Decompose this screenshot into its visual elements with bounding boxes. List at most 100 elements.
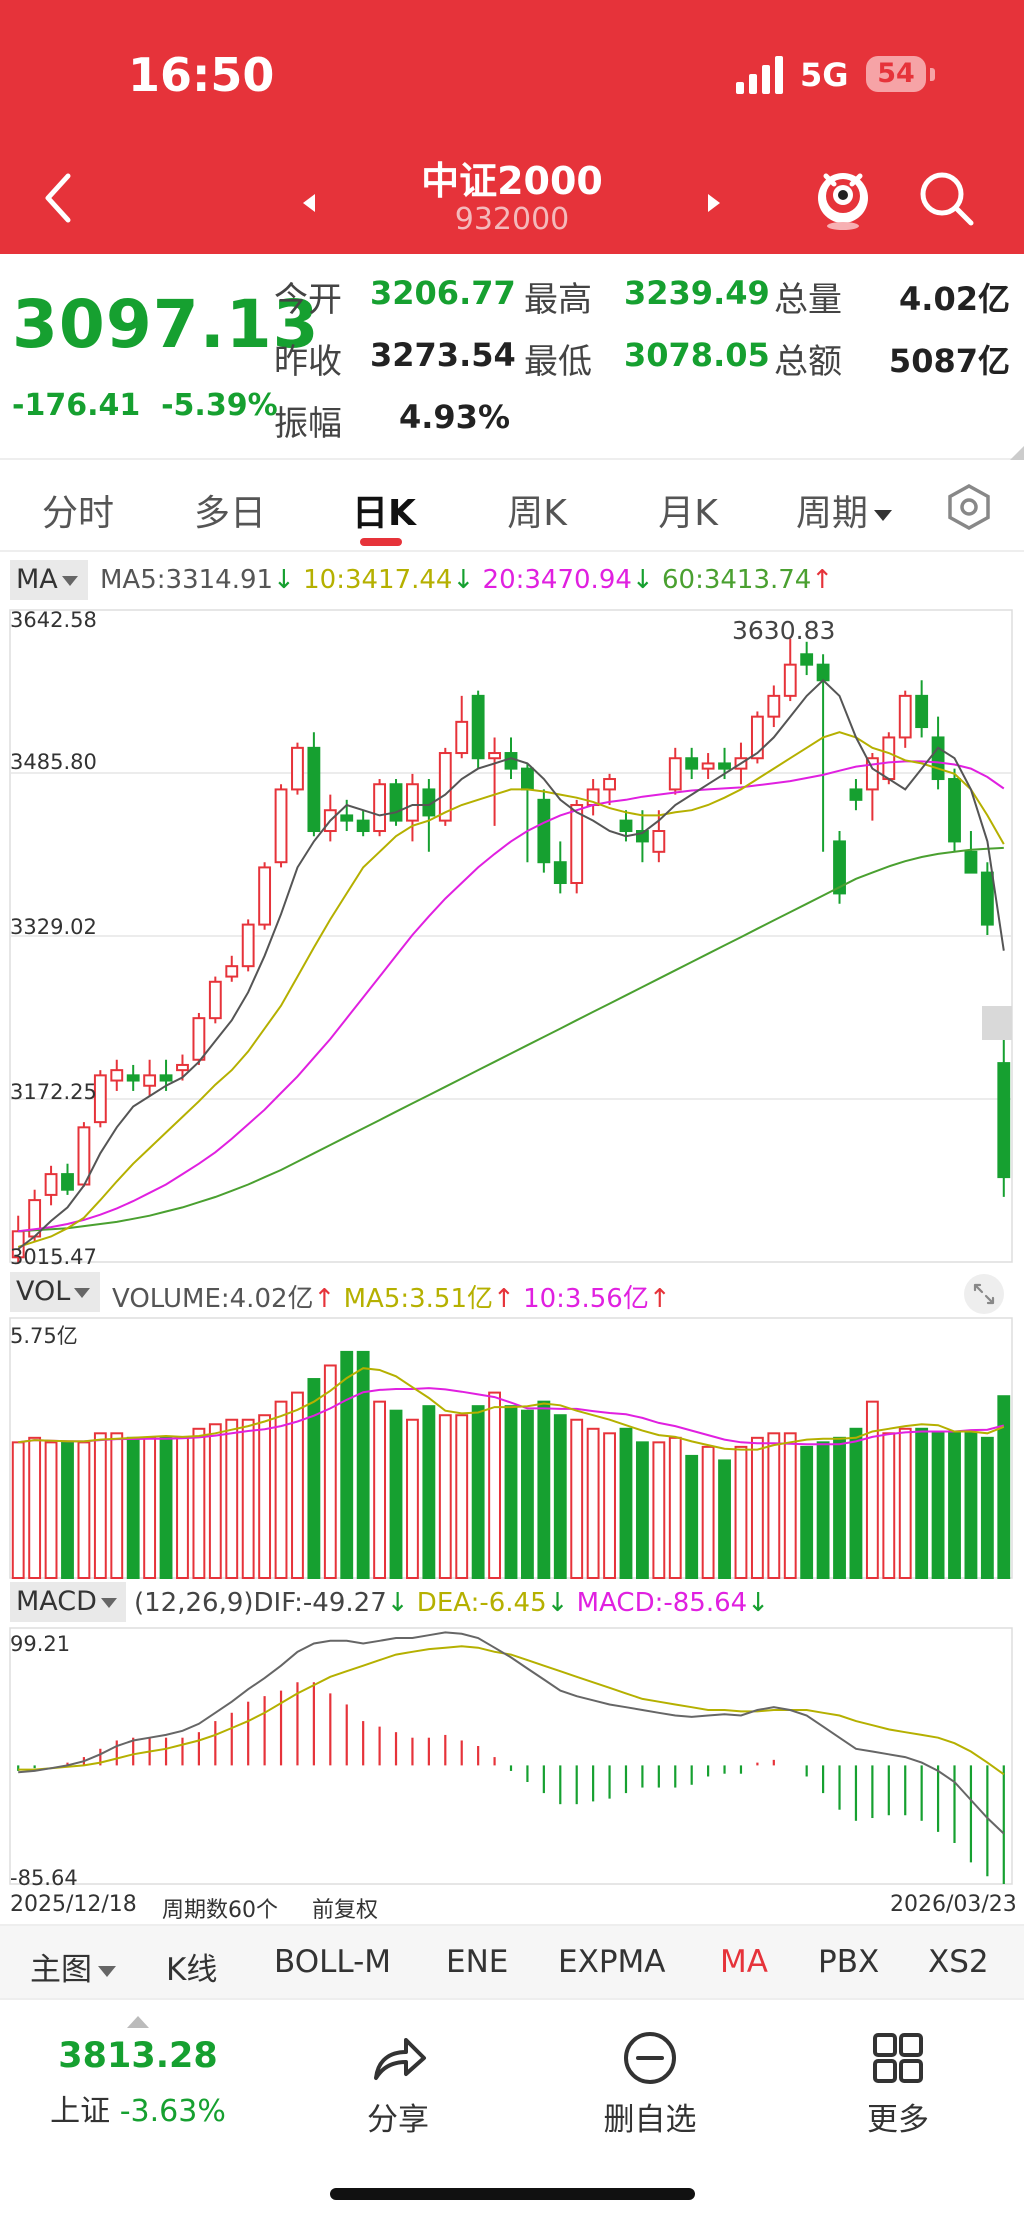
index-price[interactable]: 3813.28 [58, 2036, 218, 2076]
more-button[interactable]: 更多 [818, 2030, 978, 2139]
candle-body [274, 788, 288, 864]
tab-daily-k[interactable]: 日K [352, 493, 416, 534]
candle-body [93, 1074, 107, 1124]
candle-body [406, 783, 419, 822]
index-ticker[interactable]: 上证 -3.63% [0, 2086, 276, 2130]
indicator-xs2[interactable]: XS2 [928, 1944, 989, 1980]
candle-body [373, 783, 387, 833]
volume-bar [28, 1436, 42, 1579]
volume-bar [603, 1432, 616, 1579]
candle-body [225, 965, 239, 978]
volume-bar [504, 1405, 518, 1580]
candle-body [915, 694, 929, 729]
volume-bar [718, 1459, 731, 1580]
indicator-boll-m[interactable]: BOLL-M [274, 1944, 392, 1980]
mascot-icon[interactable] [812, 162, 874, 230]
indicator-expma[interactable]: EXPMA [558, 1944, 666, 1980]
candle-body [44, 1173, 58, 1196]
volume-bar [931, 1432, 945, 1579]
period-tabs: 分时 多日 日K 周K 月K 周期 [0, 460, 1024, 552]
volume-bar [521, 1409, 534, 1580]
open-label: 今开 [274, 280, 342, 320]
ma20-line [18, 760, 1005, 1233]
indicator-pbx[interactable]: PBX [818, 1944, 880, 1980]
indicator-main-label: 主图 [30, 1952, 92, 1988]
candle-body [553, 861, 567, 885]
volume-bar [816, 1441, 830, 1579]
search-icon[interactable] [916, 168, 976, 228]
tab-monthly-k[interactable]: 月K [658, 493, 718, 534]
share-button[interactable]: 分享 [318, 2030, 478, 2139]
price-tick-2: 3485.80 [10, 750, 97, 774]
volume-bar [586, 1427, 600, 1579]
volume-bar [258, 1414, 272, 1580]
indicator-ma[interactable]: MA [720, 1944, 768, 1980]
tab-multi-day[interactable]: 多日 [193, 493, 266, 534]
next-stock-arrow-icon[interactable] [708, 194, 720, 212]
volume-bar [274, 1400, 288, 1580]
network-label: 5G [800, 56, 849, 94]
candle-body [159, 1074, 173, 1082]
candle-body [635, 830, 649, 843]
volume-bar [915, 1427, 929, 1579]
current-price: 3097.13 [12, 286, 320, 363]
candle-body [668, 757, 682, 791]
volume-bar [323, 1364, 337, 1580]
volume-bar [159, 1436, 173, 1579]
battery-cap [930, 68, 935, 81]
candle-body [783, 663, 797, 697]
volume-bar [783, 1432, 797, 1579]
high-value: 3239.49 [624, 274, 770, 312]
dif-dir: ↓ [386, 1588, 409, 1618]
back-arrow-icon[interactable] [40, 170, 80, 226]
tab-weekly-k[interactable]: 周K [507, 493, 567, 534]
remove-label: 删自选 [603, 2102, 697, 2138]
expand-icon[interactable] [964, 1274, 1004, 1314]
macd-legend: (12,26,9)DIF:-49.27↓ DEA:-6.45↓ MACD:-85… [134, 1588, 769, 1618]
macd-selector[interactable]: MACD [10, 1582, 126, 1622]
indicator-ene[interactable]: ENE [446, 1944, 509, 1980]
dif-line [18, 1631, 1005, 1835]
volume-bar [110, 1432, 124, 1579]
indicator-main[interactable]: 主图 [30, 1944, 116, 1989]
settings-hexagon-icon[interactable] [944, 482, 994, 532]
macd-dir: ↓ [747, 1588, 769, 1618]
amplitude-label: 振幅 [274, 404, 342, 444]
candle-body [718, 762, 731, 770]
tab-period[interactable]: 周期 [784, 484, 904, 536]
stock-code: 932000 [454, 202, 570, 237]
candle-body [570, 804, 584, 885]
ma60-value: 60:3413.74 [661, 565, 812, 595]
index-pct: -3.63% [119, 2094, 226, 2129]
candle-body [143, 1074, 157, 1087]
vol-selector[interactable]: VOL [10, 1272, 100, 1312]
low-label: 最低 [524, 342, 592, 382]
volume-bar [570, 1418, 584, 1579]
volume-bar [882, 1432, 896, 1579]
volume-bar [668, 1436, 682, 1579]
chevron-down-icon [100, 1597, 117, 1608]
candle-body [898, 694, 912, 739]
price-change: -176.41 -5.39% [12, 388, 278, 423]
ma-selector[interactable]: MA [10, 560, 88, 600]
price-marker [982, 1006, 1012, 1041]
candle-body [603, 778, 616, 791]
tab-intraday[interactable]: 分时 [41, 493, 114, 534]
remove-watchlist-button[interactable]: 删自选 [570, 2030, 730, 2139]
candle-body [438, 752, 452, 822]
prev-stock-arrow-icon[interactable] [303, 194, 315, 212]
volume-bar [225, 1418, 239, 1579]
vol-ma5-value: MA5:3.51亿 [343, 1284, 494, 1314]
ma-legend: MA5:3314.91↓ 10:3417.44↓ 20:3470.94↓ 60:… [100, 565, 833, 595]
candle-body [849, 788, 863, 801]
candle-body [701, 762, 715, 770]
chevron-down-icon [74, 1287, 91, 1298]
caret-up-icon [127, 2016, 149, 2028]
stock-chart[interactable] [0, 600, 1024, 1890]
candle-body [356, 819, 370, 833]
candle-body [504, 752, 518, 770]
price-tick-3: 3329.02 [10, 915, 97, 939]
indicator-kline[interactable]: K线 [166, 1952, 218, 1988]
candle-body [307, 746, 321, 833]
candle-body [997, 1062, 1011, 1179]
